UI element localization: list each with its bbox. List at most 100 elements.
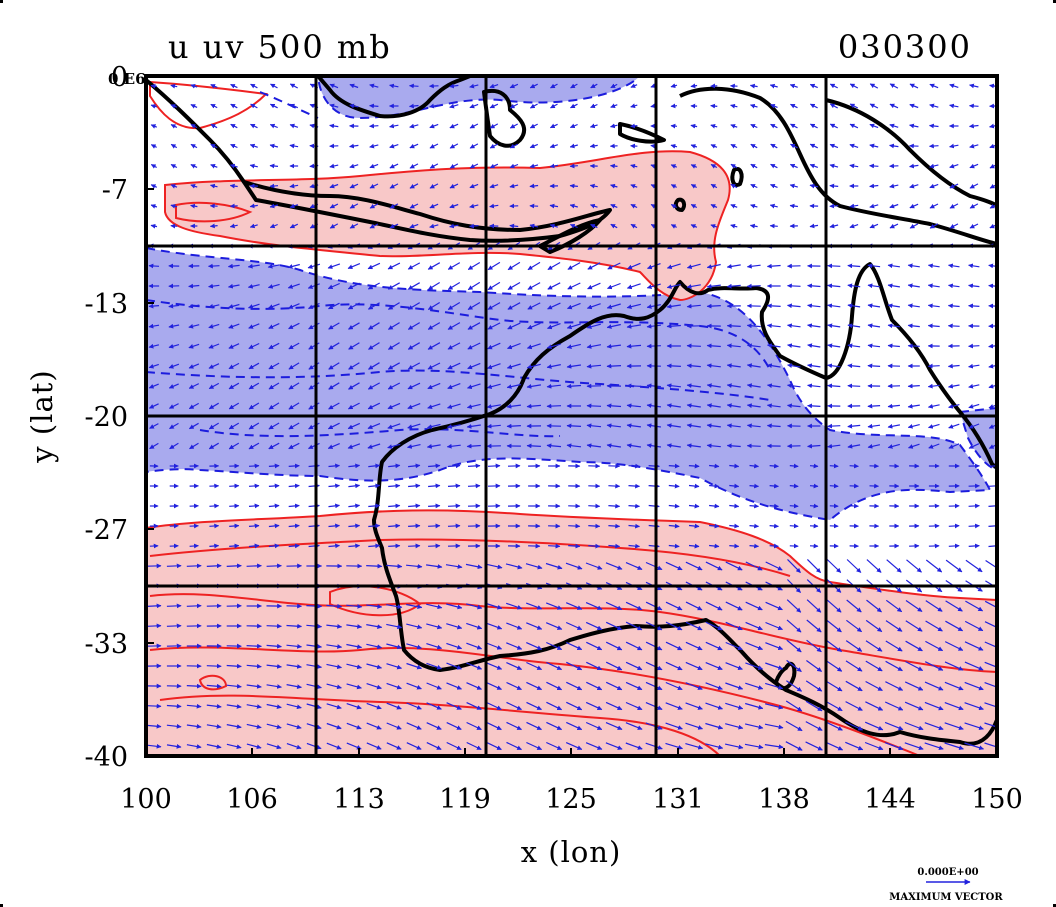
wind-vector — [929, 163, 939, 169]
wind-vector — [209, 543, 220, 549]
wind-vector — [347, 282, 360, 290]
wind-vector — [428, 543, 441, 549]
wind-vector — [625, 641, 643, 651]
wind-vector — [985, 559, 997, 569]
wind-vector — [188, 383, 200, 389]
wind-vector — [408, 463, 421, 469]
wind-vector — [288, 303, 300, 309]
wind-vector — [668, 543, 680, 549]
wind-vector — [506, 363, 521, 370]
x-tick-label: 113 — [333, 784, 385, 815]
wind-vector — [486, 423, 501, 429]
wind-vector — [369, 203, 379, 209]
wind-vector — [789, 183, 798, 189]
wind-vector — [646, 304, 661, 309]
wind-vector — [706, 263, 721, 269]
wind-vector — [328, 302, 340, 310]
wind-vector — [248, 523, 260, 529]
wind-vector — [706, 363, 721, 369]
wind-vector — [746, 443, 761, 449]
wind-vector — [849, 103, 859, 109]
wind-vector — [367, 302, 380, 310]
wind-vector — [466, 443, 481, 449]
wind-vector — [606, 443, 621, 448]
wind-vector — [386, 643, 403, 650]
wind-vector — [665, 601, 683, 611]
wind-vector — [587, 262, 601, 270]
wind-vector — [289, 183, 299, 189]
wind-vector — [626, 423, 641, 429]
corner-mark-top-left — [0, 0, 3, 3]
wind-vector — [429, 223, 439, 229]
x-tick-label: 131 — [652, 784, 704, 815]
wind-vector — [507, 342, 521, 350]
wind-vector — [585, 621, 603, 631]
wind-vector — [306, 644, 322, 649]
wind-vector — [429, 123, 439, 129]
wind-vector — [869, 83, 879, 89]
wind-vector — [907, 343, 920, 349]
x-tick-label: 125 — [545, 784, 597, 815]
wind-vector — [829, 483, 839, 489]
wind-vector — [769, 463, 779, 469]
wind-vector — [208, 283, 220, 289]
wind-vector — [710, 204, 718, 209]
wind-vector — [928, 443, 940, 449]
negative-contours-inner — [146, 91, 771, 438]
wind-vector — [525, 602, 543, 610]
y-tick-label: -20 — [85, 402, 128, 433]
wind-vector — [228, 323, 240, 329]
wind-vector — [826, 559, 842, 573]
wind-vector — [268, 362, 280, 370]
wind-vector — [807, 283, 821, 289]
wind-vector — [726, 363, 741, 369]
wind-vector — [569, 203, 578, 209]
wind-vector — [386, 604, 403, 609]
wind-vector — [170, 124, 178, 129]
wind-vector — [487, 322, 501, 330]
wind-vector — [909, 103, 919, 109]
wind-vector — [230, 123, 238, 129]
wind-vector — [186, 563, 202, 569]
wind-vector — [925, 620, 943, 632]
wind-vector — [529, 143, 539, 149]
wind-vector — [269, 163, 279, 169]
wind-vector — [588, 503, 601, 509]
wind-vector — [387, 402, 401, 410]
wind-vector — [268, 483, 280, 489]
x-tick-label: 150 — [971, 784, 1023, 815]
wind-vector — [750, 203, 758, 209]
wind-vector — [149, 442, 159, 450]
wind-vector — [190, 203, 198, 209]
wind-vector — [407, 282, 421, 290]
wind-vector — [628, 543, 640, 549]
wind-vector — [770, 123, 778, 129]
wind-vector — [766, 323, 781, 329]
wind-vector — [566, 364, 581, 369]
wind-vector — [964, 641, 984, 651]
wind-vector — [208, 343, 220, 349]
wind-vector — [666, 443, 681, 449]
wind-vector — [746, 383, 761, 389]
wind-vector — [287, 283, 300, 289]
wind-vector — [308, 523, 320, 529]
wind-vector — [969, 123, 979, 129]
wind-vector — [329, 183, 339, 189]
wind-vector — [988, 503, 997, 509]
wind-vector — [750, 183, 758, 189]
wind-vector — [150, 184, 158, 189]
wind-vector — [268, 543, 280, 549]
wind-vector — [849, 123, 859, 129]
wind-vector — [210, 84, 218, 89]
wind-vector — [725, 601, 743, 611]
wind-vector — [846, 619, 862, 633]
wind-vector — [166, 623, 182, 629]
wind-vector — [206, 663, 222, 669]
wind-vector — [487, 363, 501, 370]
wind-vector — [326, 644, 343, 649]
wind-vector — [289, 123, 299, 129]
wind-vector — [306, 623, 323, 629]
wind-vector — [605, 601, 623, 611]
wind-vector — [589, 143, 598, 149]
wind-vector — [248, 303, 260, 309]
